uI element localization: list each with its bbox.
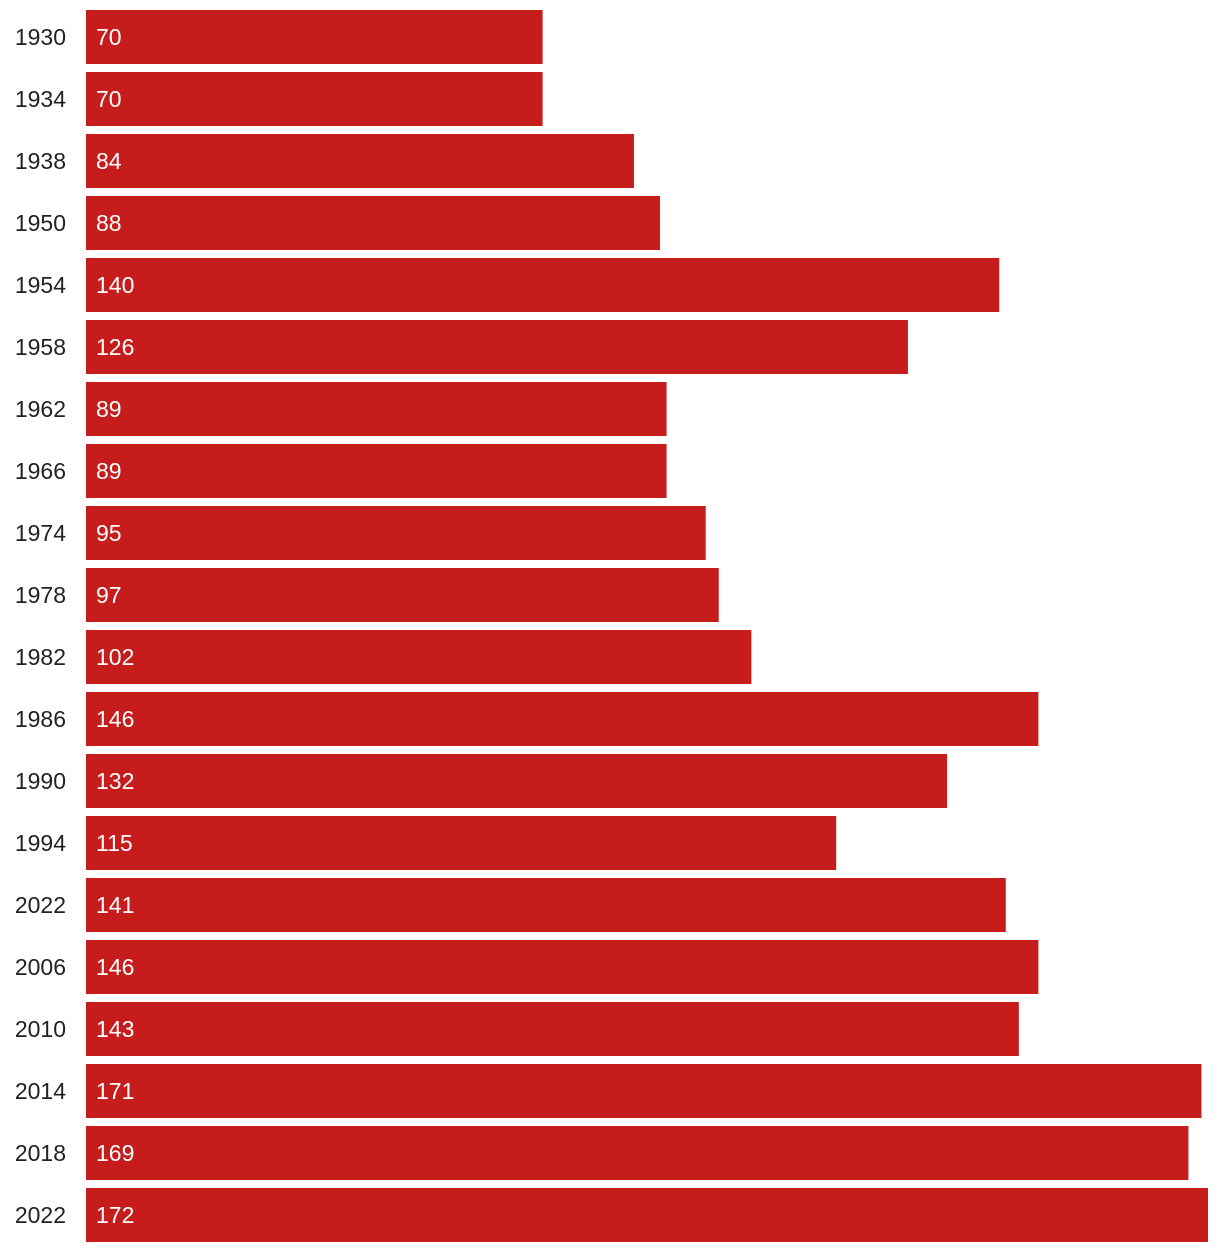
bar	[86, 630, 752, 684]
bar	[86, 754, 948, 808]
bar-row: 1978 97	[15, 568, 719, 622]
bar	[86, 506, 706, 560]
category-label: 1938	[15, 148, 66, 174]
category-label: 1966	[15, 458, 66, 484]
bar-row: 2018 169	[15, 1126, 1189, 1180]
bar	[86, 568, 719, 622]
category-label: 2006	[15, 954, 66, 980]
bar	[86, 196, 661, 250]
category-label: 2018	[15, 1140, 66, 1166]
category-label: 1986	[15, 706, 66, 732]
bar	[86, 692, 1039, 746]
bar-row: 1958 126	[15, 320, 908, 374]
bar-row: 2006 146	[15, 940, 1039, 994]
category-label: 1954	[15, 272, 66, 298]
value-label: 171	[96, 1078, 134, 1104]
category-label: 1994	[15, 830, 66, 856]
bar	[86, 1064, 1202, 1118]
bar	[86, 10, 543, 64]
value-label: 70	[96, 24, 122, 50]
category-label: 1974	[15, 520, 66, 546]
value-label: 95	[96, 520, 122, 546]
value-label: 132	[96, 768, 134, 794]
bar	[86, 1126, 1189, 1180]
bar	[86, 72, 543, 126]
category-label: 1950	[15, 210, 66, 236]
value-label: 102	[96, 644, 134, 670]
value-label: 126	[96, 334, 134, 360]
value-label: 70	[96, 86, 122, 112]
value-label: 143	[96, 1016, 134, 1042]
value-label: 146	[96, 706, 134, 732]
category-label: 2022	[15, 1202, 66, 1228]
bar	[86, 1002, 1019, 1056]
value-label: 172	[96, 1202, 134, 1228]
category-label: 2014	[15, 1078, 66, 1104]
value-label: 115	[96, 830, 133, 856]
value-label: 169	[96, 1140, 134, 1166]
bar	[86, 940, 1039, 994]
bar	[86, 320, 908, 374]
category-label: 1978	[15, 582, 66, 608]
value-label: 89	[96, 396, 122, 422]
bar	[86, 258, 1000, 312]
category-label: 1930	[15, 24, 66, 50]
category-label: 1990	[15, 768, 66, 794]
bar-row: 1966 89	[15, 444, 667, 498]
bar-row: 1954 140	[15, 258, 1000, 312]
value-label: 88	[96, 210, 122, 236]
bar-row: 1934 70	[15, 72, 543, 126]
bar-row: 2022 172	[15, 1188, 1208, 1242]
bar-row: 1950 88	[15, 196, 661, 250]
category-label: 1962	[15, 396, 66, 422]
value-label: 146	[96, 954, 134, 980]
bar	[86, 382, 667, 436]
bar-row: 2014 171	[15, 1064, 1202, 1118]
bar-row: 1930 70	[15, 10, 543, 64]
bar	[86, 134, 634, 188]
category-label: 2010	[15, 1016, 66, 1042]
bar-row: 2010 143	[15, 1002, 1019, 1056]
bar-row: 1974 95	[15, 506, 706, 560]
category-label: 1958	[15, 334, 66, 360]
value-label: 140	[96, 272, 134, 298]
value-label: 89	[96, 458, 122, 484]
bar-row: 1986 146	[15, 692, 1039, 746]
category-label: 1982	[15, 644, 66, 670]
bar-row: 1982 102	[15, 630, 752, 684]
bar	[86, 878, 1006, 932]
bar	[86, 816, 837, 870]
bar-row: 2022 141	[15, 878, 1006, 932]
value-label: 141	[96, 892, 134, 918]
category-label: 1934	[15, 86, 66, 112]
bar-row: 1994 115	[15, 816, 837, 870]
bar-row: 1938 84	[15, 134, 634, 188]
value-label: 84	[96, 148, 122, 174]
bar-row: 1990 132	[15, 754, 948, 808]
bar	[86, 1188, 1208, 1242]
value-label: 97	[96, 582, 122, 608]
bar	[86, 444, 667, 498]
category-label: 2022	[15, 892, 66, 918]
bar-row: 1962 89	[15, 382, 667, 436]
